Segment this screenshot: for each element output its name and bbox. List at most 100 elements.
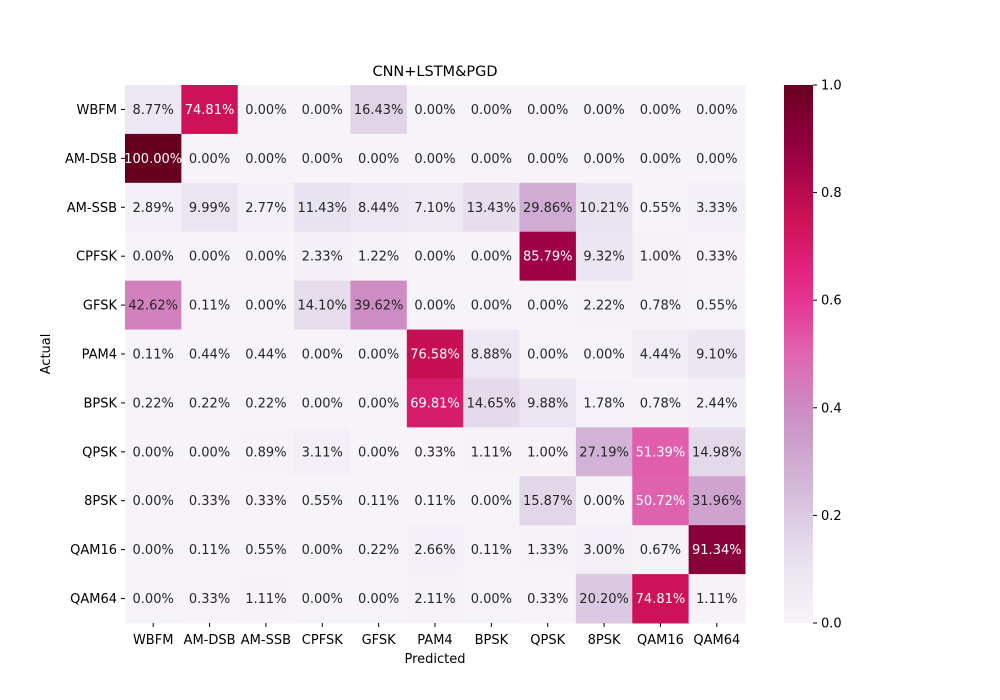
- x-tick-label: GFSK: [362, 633, 397, 648]
- cell-value-label: 0.00%: [189, 152, 230, 167]
- heatmap-cell: [237, 574, 295, 624]
- heatmap-cell: [632, 329, 690, 379]
- cell-value-label: 0.00%: [133, 592, 174, 607]
- heatmap-cell: [237, 85, 295, 135]
- heatmap-cell: [406, 476, 464, 526]
- heatmap-cell: [350, 280, 408, 331]
- heatmap-cell: [463, 231, 521, 282]
- heatmap-cell: [519, 329, 577, 379]
- cell-value-label: 9.99%: [189, 201, 230, 216]
- heatmap-cell: [237, 427, 295, 477]
- cell-value-label: 29.86%: [523, 201, 573, 216]
- heatmap-cell: [294, 133, 351, 184]
- cell-value-label: 1.00%: [640, 250, 681, 265]
- cell-value-label: 76.58%: [410, 348, 460, 363]
- colorbar-tick-label: 0.6: [821, 294, 842, 309]
- heatmap-cell: [237, 231, 295, 282]
- heatmap-cell: [350, 231, 408, 282]
- x-tick-label: AM-DSB: [184, 633, 236, 648]
- heatmap-cell: [350, 525, 408, 575]
- cell-value-label: 0.44%: [189, 348, 230, 363]
- heatmap-cell: [237, 280, 295, 331]
- cell-value-label: 74.81%: [636, 592, 686, 607]
- heatmap-cell: [688, 182, 746, 233]
- heatmap-cell: [406, 574, 464, 624]
- heatmap-cell: [575, 329, 633, 379]
- heatmap-cell: [688, 85, 746, 135]
- cell-value-label: 2.22%: [583, 299, 624, 314]
- colorbar-tick-label: 0.2: [821, 509, 842, 524]
- heatmap-cells: [125, 85, 746, 624]
- y-tick-label: QAM16: [70, 543, 117, 558]
- heatmap-cell: [406, 427, 464, 477]
- heatmap-cell: [632, 133, 690, 184]
- cell-value-label: 0.11%: [133, 348, 174, 363]
- heatmap-cell: [125, 378, 182, 428]
- heatmap-cell: [575, 182, 633, 233]
- heatmap-cell: [575, 133, 633, 184]
- cell-value-label: 74.81%: [185, 103, 235, 118]
- cell-value-label: 0.00%: [302, 103, 343, 118]
- y-tick-label: AM-SSB: [67, 201, 117, 216]
- heatmap-cell: [632, 427, 690, 477]
- cell-value-label: 85.79%: [523, 250, 573, 265]
- heatmap-cell: [688, 378, 746, 428]
- cell-value-label: 0.00%: [414, 103, 455, 118]
- heatmap-cell: [350, 427, 408, 477]
- heatmap-cell: [181, 574, 239, 624]
- cell-value-label: 3.11%: [302, 445, 343, 460]
- heatmap-cell: [463, 476, 521, 526]
- x-tick-label: 8PSK: [588, 633, 621, 648]
- heatmap-cell: [406, 378, 464, 428]
- cell-value-label: 39.62%: [354, 299, 404, 314]
- heatmap-cell: [350, 85, 408, 135]
- heatmap-cell: [294, 280, 351, 331]
- heatmap-cell: [519, 378, 577, 428]
- heatmap-cell: [688, 231, 746, 282]
- heatmap-cell: [575, 378, 633, 428]
- cell-value-label: 0.00%: [358, 348, 399, 363]
- cell-value-label: 0.00%: [302, 348, 343, 363]
- x-tick-label: WBFM: [133, 633, 173, 648]
- cell-value-label: 0.22%: [358, 543, 399, 558]
- heatmap-cell: [125, 182, 182, 233]
- heatmap-cell: [181, 378, 239, 428]
- cell-value-label: 0.33%: [189, 494, 230, 509]
- heatmap-cell: [688, 329, 746, 379]
- cell-value-label: 15.87%: [523, 494, 573, 509]
- heatmap-cell: [575, 280, 633, 331]
- cell-value-label: 0.00%: [245, 152, 286, 167]
- cell-value-label: 1.11%: [696, 592, 737, 607]
- cell-value-label: 0.00%: [471, 299, 512, 314]
- cell-value-label: 0.11%: [414, 494, 455, 509]
- heatmap-cell: [519, 85, 577, 135]
- cell-value-label: 8.44%: [358, 201, 399, 216]
- heatmap-cell: [519, 231, 577, 282]
- cell-value-label: 31.96%: [692, 494, 742, 509]
- heatmap-cell: [406, 525, 464, 575]
- cell-value-label: 0.55%: [696, 299, 737, 314]
- heatmap-cell: [688, 280, 746, 331]
- colorbar-ticks: 0.0 0.2 0.4 0.6 0.8 1.0: [813, 79, 842, 632]
- heatmap-cell: [125, 525, 182, 575]
- cell-value-label: 0.11%: [189, 299, 230, 314]
- heatmap-cell: [125, 476, 182, 526]
- cell-value-label: 0.22%: [133, 396, 174, 411]
- heatmap-cell: [125, 133, 182, 184]
- heatmap-cell: [463, 280, 521, 331]
- heatmap-cell: [406, 133, 464, 184]
- heatmap-cell: [519, 280, 577, 331]
- heatmap-cell: [632, 182, 690, 233]
- cell-value-label: 27.19%: [579, 445, 629, 460]
- cell-value-label: 13.43%: [467, 201, 517, 216]
- heatmap-cell: [463, 427, 521, 477]
- cell-value-label: 9.10%: [696, 348, 737, 363]
- heatmap-cell: [632, 231, 690, 282]
- heatmap-cell: [575, 574, 633, 624]
- cell-value-label: 0.00%: [527, 152, 568, 167]
- cell-value-label: 9.88%: [527, 396, 568, 411]
- cell-value-label: 2.44%: [696, 396, 737, 411]
- heatmap-cell: [350, 182, 408, 233]
- cell-value-label: 0.33%: [527, 592, 568, 607]
- heatmap-cell: [294, 182, 351, 233]
